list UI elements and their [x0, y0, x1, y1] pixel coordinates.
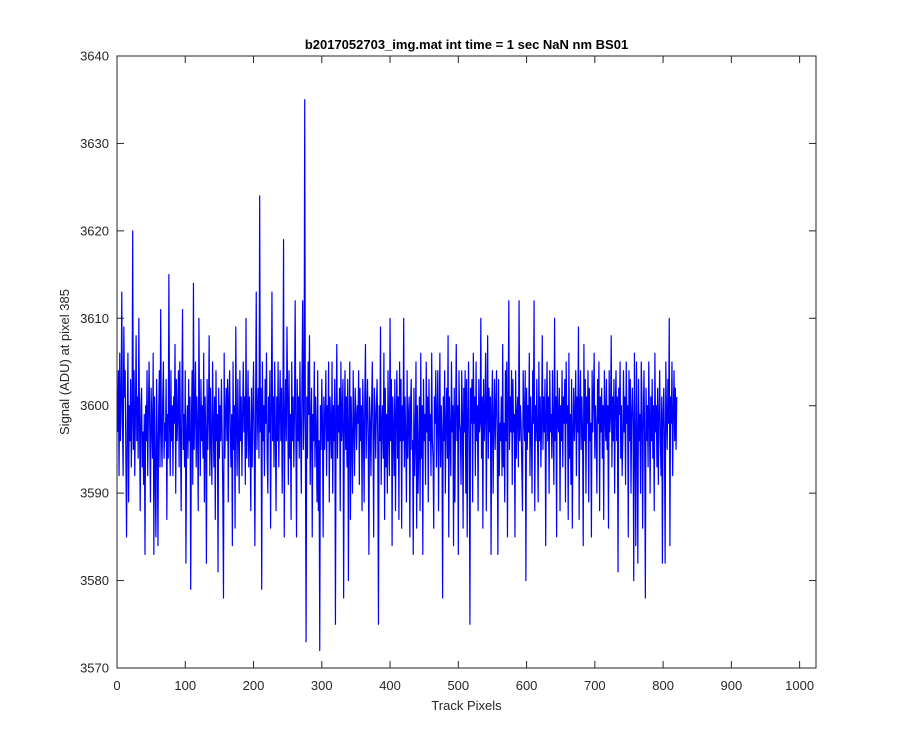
x-tick-label: 900: [721, 678, 743, 693]
x-tick-label: 600: [516, 678, 538, 693]
y-tick-label: 3610: [80, 311, 109, 326]
y-tick-label: 3620: [80, 223, 109, 238]
x-tick-label: 300: [311, 678, 333, 693]
plot-area-border: [116, 55, 817, 669]
chart-title: b2017052703_img.mat int time = 1 sec NaN…: [305, 37, 628, 52]
x-tick-label: 1000: [785, 678, 814, 693]
series-layer: [117, 99, 678, 652]
x-tick-label: 500: [447, 678, 469, 693]
y-axis-label: Signal (ADU) at pixel 385: [57, 289, 72, 435]
x-axis-label: Track Pixels: [431, 698, 502, 713]
y-tick-label: 3580: [80, 573, 109, 588]
y-tick-label: 3590: [80, 486, 109, 501]
y-tick-label: 3640: [80, 49, 109, 64]
x-tick-label: 800: [652, 678, 674, 693]
x-tick-label: 100: [174, 678, 196, 693]
series-line: [117, 99, 678, 652]
x-tick-label: 700: [584, 678, 606, 693]
axis-tick-labels: 0 100 200 300 400 500 600 700 800 900 1000 3570 3580…: [80, 49, 814, 694]
y-tick-label: 3570: [80, 661, 109, 676]
axis-ticks: [116, 55, 816, 669]
y-tick-label: 3600: [80, 398, 109, 413]
x-tick-label: 0: [113, 678, 120, 693]
x-tick-label: 200: [243, 678, 265, 693]
y-tick-label: 3630: [80, 136, 109, 151]
x-tick-label: 400: [379, 678, 401, 693]
